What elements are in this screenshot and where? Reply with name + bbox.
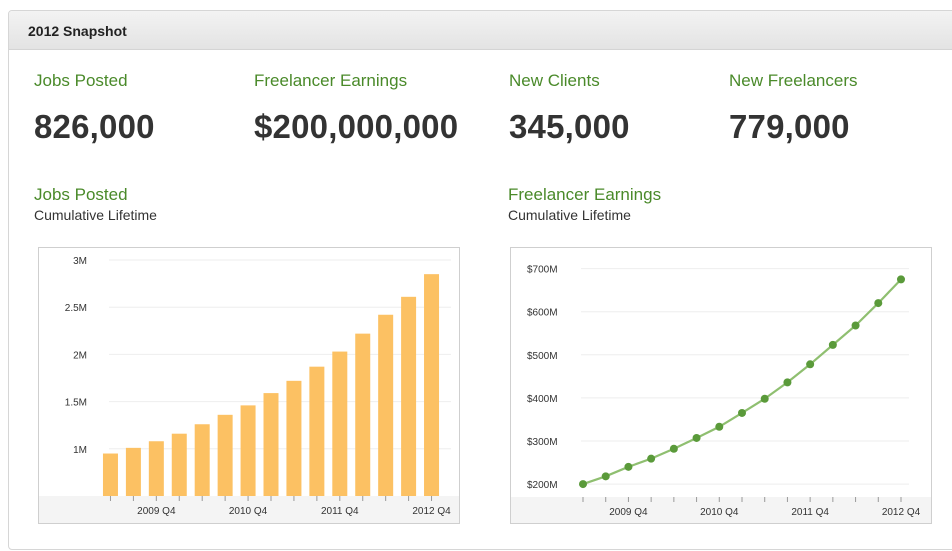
data-point — [692, 433, 701, 442]
bar — [125, 447, 141, 496]
stat-label: Freelancer Earnings — [254, 71, 408, 90]
y-tick-label: $600M — [527, 308, 558, 319]
stat-new-freelancers: New Freelancers 779,000 — [729, 71, 858, 146]
bar — [309, 366, 325, 496]
snapshot-panel: 2012 Snapshot Jobs Posted 826,000 Freela… — [8, 10, 952, 550]
stat-jobs-posted: Jobs Posted 826,000 — [34, 71, 155, 146]
chart-title: Jobs Posted — [34, 185, 128, 204]
bar — [194, 424, 210, 496]
y-tick-label: $400M — [527, 394, 558, 405]
bar — [263, 393, 279, 496]
x-tick-label: 2012 Q4 — [412, 506, 451, 517]
x-tick-label: 2009 Q4 — [609, 507, 648, 518]
chart-subtitle: Cumulative Lifetime — [34, 207, 157, 223]
y-tick-label: $500M — [527, 351, 558, 362]
x-axis-band — [511, 497, 931, 523]
data-point — [624, 462, 633, 471]
panel-title: 2012 Snapshot — [28, 23, 127, 39]
y-tick-label: 1M — [73, 445, 87, 456]
y-tick-label: 2M — [73, 350, 87, 361]
jobs-chart-heading: Jobs Posted Cumulative Lifetime — [34, 185, 157, 223]
data-point — [851, 321, 860, 330]
bar — [401, 296, 417, 496]
jobs-posted-bar-chart: 1M 1.5M 2M 2.5M 3M 2009 Q4 2010 Q4 2011 Q4 2012 … — [39, 256, 459, 523]
earnings-chart-heading: Freelancer Earnings Cumulative Lifetime — [508, 185, 661, 223]
bar — [102, 453, 118, 496]
bar — [332, 351, 348, 496]
stat-label: Jobs Posted — [34, 71, 128, 90]
earnings-chart-box: $200M $300M $400M $500M $600M $700M 2009 Q4 201… — [510, 247, 932, 524]
data-point — [783, 378, 792, 387]
y-tick-label: $700M — [527, 265, 558, 276]
series-line — [582, 278, 902, 486]
bar — [240, 405, 256, 496]
x-tick-label: 2009 Q4 — [137, 506, 176, 517]
bar — [171, 433, 187, 496]
data-point — [647, 454, 656, 463]
data-point — [874, 299, 883, 308]
bar — [424, 274, 440, 496]
x-tick-label: 2012 Q4 — [882, 507, 921, 518]
earnings-line-chart: $200M $300M $400M $500M $600M $700M 2009 Q4 201… — [511, 265, 931, 523]
y-tick-label: 3M — [73, 256, 87, 267]
data-point — [715, 422, 724, 431]
bar — [148, 441, 164, 496]
x-tick-label: 2010 Q4 — [229, 506, 268, 517]
data-point — [669, 444, 678, 453]
data-point — [760, 394, 769, 403]
y-tick-label: 2.5M — [65, 303, 87, 314]
data-point — [828, 340, 837, 349]
panel-header: 2012 Snapshot — [9, 11, 952, 50]
x-tick-label: 2010 Q4 — [700, 507, 739, 518]
y-tick-label: 1.5M — [65, 398, 87, 409]
stat-label: New Clients — [509, 71, 600, 90]
data-point — [601, 472, 610, 481]
chart-subtitle: Cumulative Lifetime — [508, 207, 631, 223]
stat-label: New Freelancers — [729, 71, 858, 90]
x-tick-label: 2011 Q4 — [791, 507, 829, 518]
x-axis-band — [39, 496, 459, 523]
jobs-chart-box: 1M 1.5M 2M 2.5M 3M 2009 Q4 2010 Q4 2011 Q4 2012 … — [38, 247, 460, 524]
data-point — [806, 360, 815, 369]
data-point — [897, 275, 905, 284]
data-point — [738, 408, 746, 417]
chart-title: Freelancer Earnings — [508, 185, 662, 204]
x-tick-label: 2011 Q4 — [321, 506, 359, 517]
bar — [286, 380, 302, 496]
stat-value: 826,000 — [34, 108, 155, 145]
stat-new-clients: New Clients 345,000 — [509, 71, 630, 146]
data-point — [579, 480, 587, 489]
stat-value: 345,000 — [509, 108, 630, 145]
y-tick-label: $300M — [527, 437, 558, 448]
stat-freelancer-earnings: Freelancer Earnings $200,000,000 — [254, 71, 458, 146]
stat-value: $200,000,000 — [254, 108, 459, 145]
stat-value: 779,000 — [729, 108, 850, 145]
bar — [217, 414, 233, 496]
bar — [378, 314, 394, 496]
y-tick-label: $200M — [527, 480, 558, 491]
bar — [355, 333, 371, 496]
